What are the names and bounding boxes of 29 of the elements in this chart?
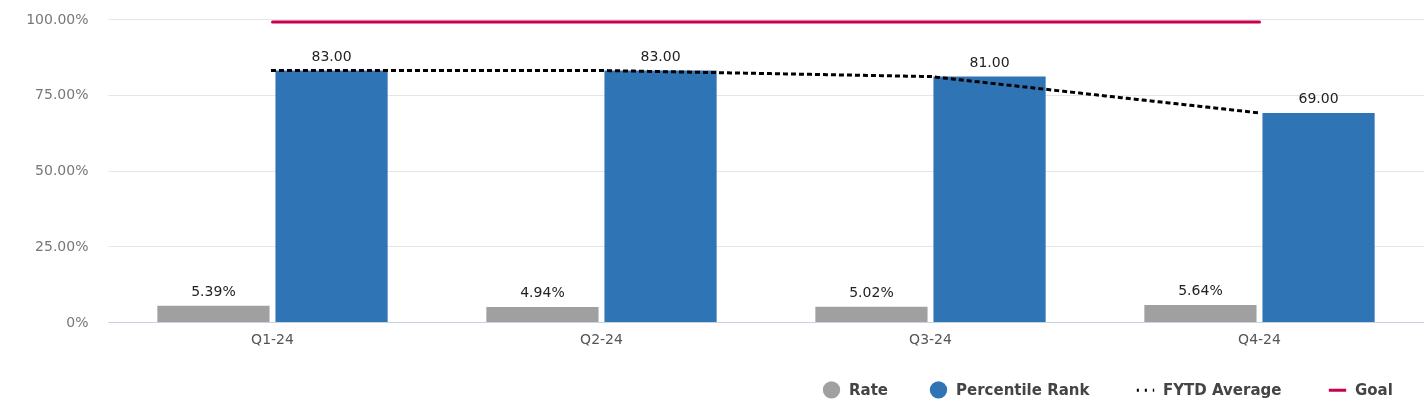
data-label: 5.39% (191, 282, 236, 299)
data-label: 4.94% (520, 284, 565, 301)
data-label: 83.00 (640, 47, 681, 64)
x-tick-label: Q1-24 (251, 330, 294, 347)
bar (486, 307, 599, 322)
y-tick-label: 25.00% (35, 237, 89, 254)
bar (1262, 112, 1375, 322)
x-tick-label: Q4-24 (1238, 330, 1281, 347)
data-label: 5.64% (1178, 281, 1223, 298)
x-tick-label: Q3-24 (909, 330, 952, 347)
bar (157, 305, 270, 322)
y-tick-label: 50.00% (35, 162, 89, 178)
bar (275, 70, 388, 322)
data-label: 5.02% (849, 283, 894, 300)
data-label: 69.00 (1298, 89, 1339, 106)
data-label: 83.00 (311, 47, 352, 64)
y-tick-label: 75.00% (35, 86, 89, 103)
y-tick-label: 0% (66, 313, 89, 330)
bar (933, 76, 1046, 322)
y-tick-label: 100.00% (26, 10, 89, 27)
legend-label: FYTD Average (1163, 381, 1282, 400)
legend-label: Rate (849, 380, 889, 399)
data-label: 81.00 (969, 53, 1010, 70)
bar (1144, 304, 1257, 322)
bar (815, 306, 928, 322)
x-tick-label: Q2-24 (580, 330, 623, 347)
legend-label: Percentile Rank (956, 380, 1091, 399)
legend-label: Goal (1355, 381, 1393, 400)
bar (604, 70, 717, 322)
